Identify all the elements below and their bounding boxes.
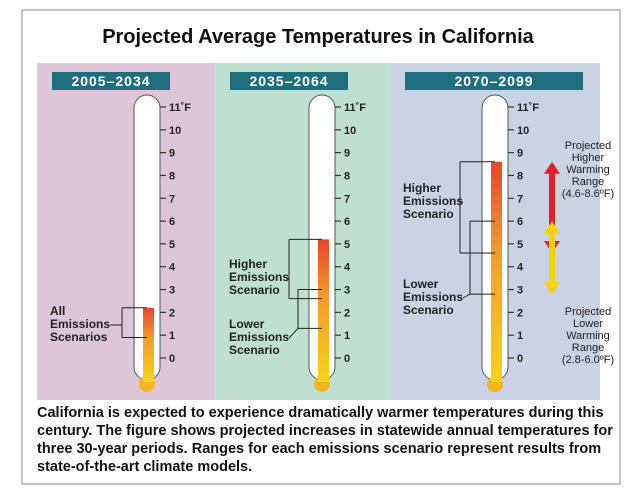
fill-level xyxy=(318,239,329,382)
y-tick-label: 6 xyxy=(344,216,350,228)
y-tick-label: 10 xyxy=(517,125,529,137)
y-tick-label: 8 xyxy=(169,170,175,182)
y-tick-label: 1 xyxy=(344,330,350,342)
y-tick-label: 4 xyxy=(169,262,176,274)
y-tick-label: 8 xyxy=(344,170,350,182)
y-tick-label: 4 xyxy=(344,262,351,274)
y-tick-label: 11˚F xyxy=(169,102,191,114)
panel-bg xyxy=(37,63,215,400)
title: Projected Average Temperatures in Califo… xyxy=(102,26,534,48)
annotation: Projected Lower Warming Range (2.8-6.0ºF… xyxy=(561,306,615,366)
y-tick-label: 7 xyxy=(517,193,523,205)
y-tick-label: 9 xyxy=(517,148,523,160)
y-tick-label: 0 xyxy=(344,353,350,365)
series-label: Lower Emissions Scenario xyxy=(403,277,464,317)
y-tick-label: 2 xyxy=(169,307,175,319)
panel-title: 2005–2034 xyxy=(52,72,170,90)
series-label: Lower Emissions Scenario xyxy=(229,317,290,357)
y-tick-label: 7 xyxy=(344,193,350,205)
y-tick-label: 1 xyxy=(169,330,175,342)
panel-title: 2035–2064 xyxy=(230,72,348,90)
y-tick-label: 2 xyxy=(344,307,350,319)
y-tick-label: 4 xyxy=(517,262,524,274)
y-tick-label: 5 xyxy=(169,239,175,251)
annotation: Projected Higher Warming Range (4.6-8.6º… xyxy=(561,140,615,200)
y-tick-label: 8 xyxy=(517,170,523,182)
y-tick-label: 7 xyxy=(169,193,175,205)
y-tick-label: 10 xyxy=(169,125,181,137)
panel-bg xyxy=(215,63,390,400)
y-tick-label: 2 xyxy=(517,307,523,319)
frame xyxy=(21,9,621,485)
y-tick-label: 3 xyxy=(169,285,175,297)
y-tick-label: 10 xyxy=(344,125,356,137)
y-tick-label: 9 xyxy=(344,148,350,160)
fill-level xyxy=(491,161,502,382)
caption: California is expected to experience dra… xyxy=(37,405,613,475)
series-label: Higher Emissions Scenario xyxy=(229,257,290,297)
y-tick-label: 6 xyxy=(169,216,175,228)
y-tick-label: 11˚F xyxy=(344,102,366,114)
y-tick-label: 5 xyxy=(344,239,350,251)
y-tick-label: 9 xyxy=(169,148,175,160)
panel-title: 2070–2099 xyxy=(405,72,583,90)
y-tick-label: 6 xyxy=(517,216,523,228)
series-label: Higher Emissions Scenario xyxy=(403,181,464,221)
y-tick-label: 11˚F xyxy=(517,102,539,114)
y-tick-label: 3 xyxy=(344,285,350,297)
y-tick-label: 0 xyxy=(517,353,523,365)
range-arrow xyxy=(544,221,560,295)
y-tick-label: 1 xyxy=(517,330,523,342)
fill-level xyxy=(143,307,154,382)
range-arrow xyxy=(544,161,560,254)
connector xyxy=(462,293,471,299)
y-tick-label: 5 xyxy=(517,239,523,251)
y-tick-label: 3 xyxy=(517,285,523,297)
connector xyxy=(288,327,299,339)
y-tick-label: 0 xyxy=(169,353,175,365)
series-label: All Emissions Scenarios xyxy=(50,304,111,344)
